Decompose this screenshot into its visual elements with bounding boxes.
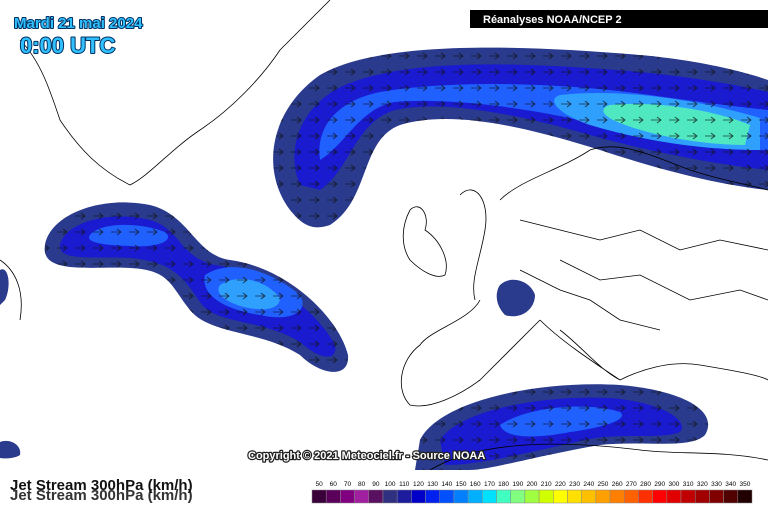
scale-label: 230	[569, 481, 580, 488]
scale-swatch	[538, 489, 554, 504]
scale-label: 120	[413, 481, 424, 488]
scale-label: 130	[427, 481, 438, 488]
scale-swatch	[581, 489, 597, 504]
scale-swatch	[396, 489, 412, 504]
scale-label: 320	[697, 481, 708, 488]
footer-title-shadow: Jet Stream 300hPa (km/h)	[10, 487, 193, 504]
scale-label: 150	[456, 481, 467, 488]
scale-swatch	[709, 489, 724, 504]
scale-label: 90	[372, 481, 380, 488]
scale-swatch	[652, 489, 668, 504]
scale-swatch	[737, 489, 753, 504]
scale-label: 210	[541, 481, 552, 488]
scale-swatch	[524, 489, 540, 504]
source-bar	[470, 10, 768, 28]
scale-swatch	[354, 489, 370, 504]
scale-swatch	[666, 489, 682, 504]
scale-swatch	[453, 489, 469, 504]
scale-swatch	[467, 489, 483, 504]
scale-label: 290	[654, 481, 665, 488]
scale-swatch	[382, 489, 398, 504]
scale-label: 190	[512, 481, 523, 488]
scale-label: 100	[385, 481, 396, 488]
scale-label: 50	[315, 481, 323, 488]
scale-swatch	[694, 489, 710, 504]
scale-label: 340	[725, 481, 736, 488]
scale-swatch	[496, 489, 511, 504]
scale-swatch	[567, 489, 582, 504]
scale-label: 180	[498, 481, 509, 488]
time-label: 0:00 UTC	[20, 33, 115, 58]
coastlines	[0, 0, 768, 471]
scale-swatch	[340, 489, 355, 504]
scale-label: 310	[683, 481, 694, 488]
scale-swatch	[482, 489, 497, 504]
scale-swatch	[638, 489, 653, 504]
copyright: Copyright © 2021 Meteociel.fr - Source N…	[248, 450, 485, 462]
wind-arrows	[44, 47, 768, 470]
date-label: Mardi 21 mai 2024	[14, 15, 143, 32]
scale-swatch	[411, 489, 426, 504]
scale-swatch	[595, 489, 611, 504]
footer-title: Jet Stream 300hPa (km/h)	[10, 477, 193, 494]
color-scale: 50 60 70 80 90 100 110 120 130 140 150 160 170 180 190…	[311, 481, 753, 504]
scale-swatch	[609, 489, 625, 504]
scale-label: 350	[739, 481, 750, 488]
scale-label: 200	[527, 481, 538, 488]
scale-swatch	[723, 489, 739, 504]
scale-label: 250	[598, 481, 609, 488]
scale-label: 220	[555, 481, 566, 488]
scale-label: 110	[399, 481, 410, 488]
scale-label: 60	[330, 481, 338, 488]
scale-swatch	[425, 489, 440, 504]
scale-swatch	[510, 489, 526, 504]
scale-swatch	[439, 489, 455, 504]
scale-label: 80	[358, 481, 366, 488]
scale-label: 170	[484, 481, 495, 488]
source-label: Réanalyses NOAA/NCEP 2	[483, 14, 622, 26]
scale-swatch	[553, 489, 568, 504]
scale-label: 270	[626, 481, 637, 488]
scale-swatch	[680, 489, 696, 504]
scale-swatch	[311, 489, 327, 504]
scale-swatch	[325, 489, 341, 504]
scale-label: 240	[583, 481, 594, 488]
scale-label: 330	[711, 481, 722, 488]
scale-label: 280	[640, 481, 651, 488]
scale-swatch	[624, 489, 639, 504]
scale-label: 300	[669, 481, 680, 488]
scale-label: 140	[441, 481, 452, 488]
scale-label: 70	[344, 481, 352, 488]
scale-label: 260	[612, 481, 623, 488]
scale-label: 160	[470, 481, 481, 488]
scale-swatch	[368, 489, 384, 504]
